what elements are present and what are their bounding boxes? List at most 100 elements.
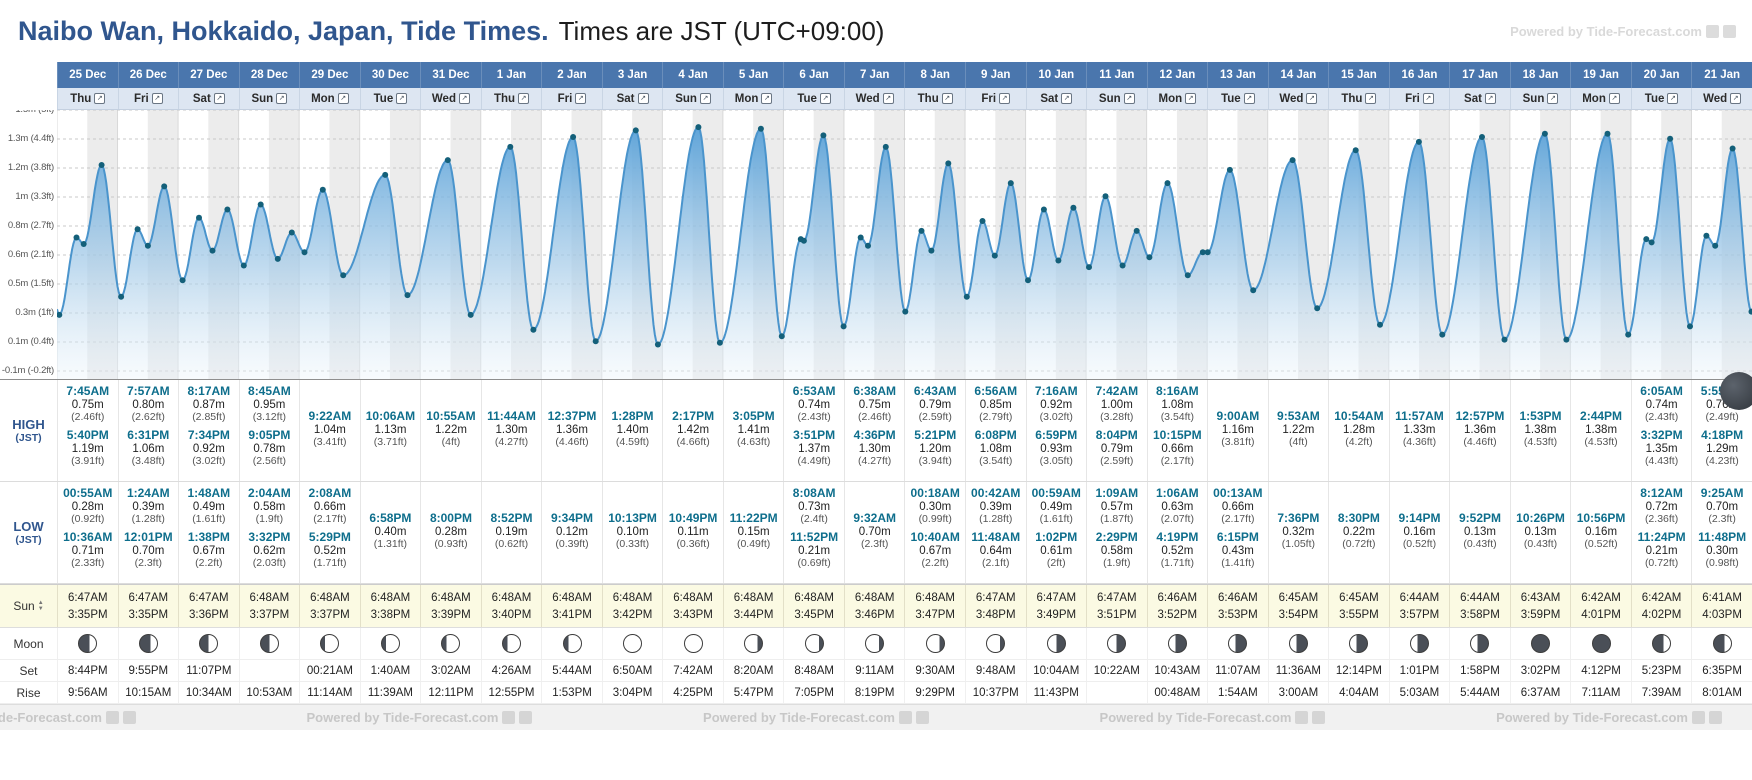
social-icon[interactable] bbox=[1295, 711, 1309, 724]
weekday-cell[interactable]: Tue ↗ bbox=[359, 88, 421, 109]
high-tide-entry: 8:04PM 0.79m (2.59ft) bbox=[1087, 428, 1147, 467]
expand-day-icon[interactable]: ↗ bbox=[761, 93, 773, 104]
weekday-cell[interactable]: Sat ↗ bbox=[178, 88, 239, 109]
expand-day-icon[interactable]: ↗ bbox=[699, 93, 711, 104]
footer-watermark[interactable]: Powered by Tide-Forecast.com bbox=[703, 710, 929, 725]
weekday-cell[interactable]: Tue ↗ bbox=[1630, 88, 1692, 109]
tide-curve-area bbox=[57, 127, 1752, 379]
tide-height-m: 0.70m bbox=[132, 545, 165, 557]
expand-day-icon[interactable]: ↗ bbox=[1185, 93, 1197, 104]
tide-height-ft: (0.99ft) bbox=[918, 513, 952, 525]
social-icon[interactable] bbox=[519, 711, 533, 724]
social-icon[interactable] bbox=[502, 711, 516, 724]
sunset-time: 3:44PM bbox=[733, 608, 774, 621]
social-icon[interactable] bbox=[1312, 711, 1326, 724]
expand-day-icon[interactable]: ↗ bbox=[1484, 93, 1496, 104]
tide-chart[interactable] bbox=[57, 110, 1752, 379]
weekday-cell[interactable]: Wed ↗ bbox=[843, 88, 905, 109]
social-icon[interactable] bbox=[1709, 711, 1722, 724]
weekday-cell[interactable]: Sun ↗ bbox=[1509, 88, 1571, 109]
expand-day-icon[interactable]: ↗ bbox=[458, 93, 470, 104]
page-title: Naibo Wan, Hokkaido, Japan, Tide Times. bbox=[18, 15, 549, 46]
watermark-text: Powered by Tide-Forecast.com bbox=[1496, 710, 1688, 725]
tide-time: 10:13PM bbox=[608, 510, 657, 525]
expand-day-icon[interactable]: ↗ bbox=[1365, 93, 1377, 104]
expand-day-icon[interactable]: ↗ bbox=[819, 93, 831, 104]
tide-time: 7:57AM bbox=[126, 384, 170, 398]
moonset-time: 6:35PM bbox=[1691, 660, 1752, 681]
sunset-time: 3:37PM bbox=[310, 608, 350, 621]
expand-day-icon[interactable]: ↗ bbox=[518, 93, 530, 104]
moonrise-time: 10:37PM bbox=[964, 682, 1026, 703]
floating-widget-button[interactable] bbox=[1720, 372, 1752, 410]
footer-watermark[interactable]: Powered by Tide-Forecast.com bbox=[1100, 710, 1326, 725]
tide-time: 8:00PM bbox=[429, 510, 472, 525]
social-icon[interactable] bbox=[1692, 711, 1705, 724]
weekday-cell[interactable]: Sat ↗ bbox=[601, 88, 663, 109]
weekday-cell[interactable]: Mon ↗ bbox=[722, 88, 784, 109]
expand-day-icon[interactable]: ↗ bbox=[882, 93, 894, 104]
expand-day-icon[interactable]: ↗ bbox=[337, 93, 349, 104]
expand-day-icon[interactable]: ↗ bbox=[1422, 93, 1434, 104]
weekday-cell[interactable]: Fri ↗ bbox=[964, 88, 1026, 109]
weekday-cell[interactable]: Sat ↗ bbox=[1449, 88, 1510, 109]
weekday-cell[interactable]: Mon ↗ bbox=[299, 88, 360, 109]
moon-phase-cell bbox=[420, 628, 481, 659]
weekday-cell[interactable]: Tue ↗ bbox=[783, 88, 844, 109]
expand-day-icon[interactable]: ↗ bbox=[213, 93, 225, 104]
weekday-cell[interactable]: Wed ↗ bbox=[1267, 88, 1329, 109]
footer-watermark[interactable]: Powered by Tide-Forecast.com bbox=[0, 710, 136, 725]
social-icon[interactable] bbox=[898, 711, 912, 724]
weekday-label: Thu bbox=[1341, 92, 1363, 105]
tide-height-m: 0.28m bbox=[434, 525, 467, 538]
weekday-cell[interactable]: Sat ↗ bbox=[1025, 88, 1087, 109]
expand-day-icon[interactable]: ↗ bbox=[1608, 93, 1620, 104]
tide-time: 9:14PM bbox=[1398, 510, 1441, 525]
weekday-cell[interactable]: Fri ↗ bbox=[117, 88, 179, 109]
social-icon[interactable] bbox=[1723, 25, 1736, 38]
weekday-cell[interactable]: Mon ↗ bbox=[1570, 88, 1631, 109]
expand-day-icon[interactable]: ↗ bbox=[999, 93, 1011, 104]
expand-day-icon[interactable]: ↗ bbox=[1667, 93, 1679, 104]
weekday-cell[interactable]: Thu ↗ bbox=[480, 88, 542, 109]
weekday-cell[interactable]: Mon ↗ bbox=[1146, 88, 1208, 109]
expand-day-icon[interactable]: ↗ bbox=[1547, 93, 1559, 104]
footer-watermark[interactable]: Powered by Tide-Forecast.com bbox=[1496, 710, 1722, 725]
expand-day-icon[interactable]: ↗ bbox=[1730, 93, 1742, 104]
weekday-cell[interactable]: Fri ↗ bbox=[541, 88, 602, 109]
expand-day-icon[interactable]: ↗ bbox=[94, 93, 106, 104]
expand-day-icon[interactable]: ↗ bbox=[1306, 93, 1318, 104]
weekday-cell[interactable]: Thu ↗ bbox=[1328, 88, 1389, 109]
moon-phase-icon bbox=[1712, 634, 1732, 653]
expand-day-icon[interactable]: ↗ bbox=[1243, 93, 1255, 104]
expand-day-icon[interactable]: ↗ bbox=[637, 93, 649, 104]
date-cell: 25 Dec bbox=[57, 62, 118, 88]
weekday-cell[interactable]: Thu ↗ bbox=[57, 88, 118, 109]
footer-watermark[interactable]: Powered by Tide-Forecast.com bbox=[307, 710, 533, 725]
weekday-cell[interactable]: Fri ↗ bbox=[1388, 88, 1450, 109]
weekday-cell[interactable]: Sun ↗ bbox=[662, 88, 723, 109]
expand-day-icon[interactable]: ↗ bbox=[941, 93, 953, 104]
weekday-cell[interactable]: Thu ↗ bbox=[904, 88, 965, 109]
expand-day-icon[interactable]: ↗ bbox=[575, 93, 587, 104]
header-watermark[interactable]: Powered by Tide-Forecast.com bbox=[1510, 24, 1736, 39]
weekday-cell[interactable]: Wed ↗ bbox=[420, 88, 481, 109]
weekday-cell[interactable]: Tue ↗ bbox=[1207, 88, 1268, 109]
tide-time: 9:32AM bbox=[853, 510, 897, 525]
watermark-text[interactable]: Powered by Tide-Forecast.com bbox=[1510, 24, 1702, 39]
weekday-cell[interactable]: Wed ↗ bbox=[1691, 88, 1752, 109]
sunrise-time: 6:46AM bbox=[1157, 591, 1198, 604]
expand-day-icon[interactable]: ↗ bbox=[276, 93, 288, 104]
expand-day-icon[interactable]: ↗ bbox=[1061, 93, 1073, 104]
expand-day-icon[interactable]: ↗ bbox=[151, 93, 163, 104]
high-tide-cell: 6:53AM 0.74m (2.43ft) 3:51PM 1.37m (4.49ft) bbox=[783, 380, 844, 481]
social-icon[interactable] bbox=[1706, 25, 1719, 38]
social-icon[interactable] bbox=[122, 711, 136, 724]
expand-day-icon[interactable]: ↗ bbox=[1123, 93, 1135, 104]
social-icon[interactable] bbox=[105, 711, 119, 724]
weekday-cell[interactable]: Sun ↗ bbox=[1086, 88, 1147, 109]
weekday-cell[interactable]: Sun ↗ bbox=[238, 88, 300, 109]
social-icon[interactable] bbox=[915, 711, 929, 724]
expand-day-icon[interactable]: ↗ bbox=[396, 93, 408, 104]
weekday-label: Wed bbox=[431, 92, 456, 105]
